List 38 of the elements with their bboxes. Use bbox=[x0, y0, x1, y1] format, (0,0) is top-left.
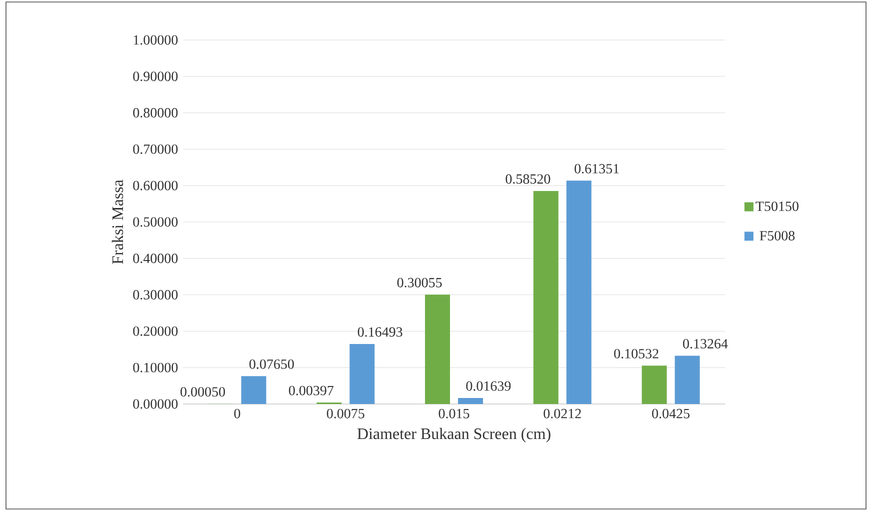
x-tick-label: 0.0425 bbox=[652, 408, 690, 418]
x-axis-title: Diameter Bukaan Screen (cm) bbox=[357, 428, 550, 442]
bar bbox=[425, 294, 450, 404]
data-label: 0.00050 bbox=[180, 387, 225, 397]
y-tick-label: 0.90000 bbox=[133, 72, 178, 82]
data-label: 0.13264 bbox=[683, 339, 728, 349]
data-label: 0.61351 bbox=[574, 164, 619, 174]
y-tick-label: 0.40000 bbox=[133, 254, 178, 264]
data-label: 0.00397 bbox=[288, 386, 334, 396]
y-tick-label: 0.10000 bbox=[133, 362, 178, 372]
y-tick-label: 0.30000 bbox=[133, 290, 178, 300]
data-label: 0.01639 bbox=[466, 381, 511, 391]
legend-label: F5008 bbox=[760, 230, 795, 240]
data-label: 0.58520 bbox=[506, 174, 550, 184]
bar bbox=[533, 190, 558, 404]
x-tick-label: 0 bbox=[234, 408, 240, 418]
y-tick-label: 0.70000 bbox=[133, 144, 178, 154]
y-tick-label: 0.80000 bbox=[133, 108, 178, 118]
x-tick-label: 0.0212 bbox=[544, 408, 581, 418]
legend-label: T50150 bbox=[756, 202, 798, 212]
x-tick-label: 0.0075 bbox=[326, 408, 364, 418]
bar bbox=[350, 344, 375, 404]
bar bbox=[458, 398, 484, 404]
y-tick-label: 0.20000 bbox=[133, 326, 178, 336]
x-tick-label: 0.015 bbox=[438, 408, 470, 418]
bar bbox=[241, 376, 266, 404]
bar bbox=[674, 356, 700, 404]
data-label: 0.16493 bbox=[358, 327, 402, 337]
y-tick-label: 0.00000 bbox=[133, 399, 178, 409]
bar bbox=[566, 180, 592, 404]
y-tick-label: 0.60000 bbox=[133, 180, 178, 190]
y-tick-label: 1.00000 bbox=[134, 35, 178, 45]
data-label: 0.07650 bbox=[249, 359, 294, 369]
y-tick-label: 0.50000 bbox=[133, 217, 178, 227]
bar bbox=[642, 366, 667, 404]
data-label: 0.30055 bbox=[397, 278, 442, 288]
data-label: 0.10532 bbox=[614, 348, 658, 358]
y-axis-title: Fraksi Massa bbox=[112, 180, 124, 264]
